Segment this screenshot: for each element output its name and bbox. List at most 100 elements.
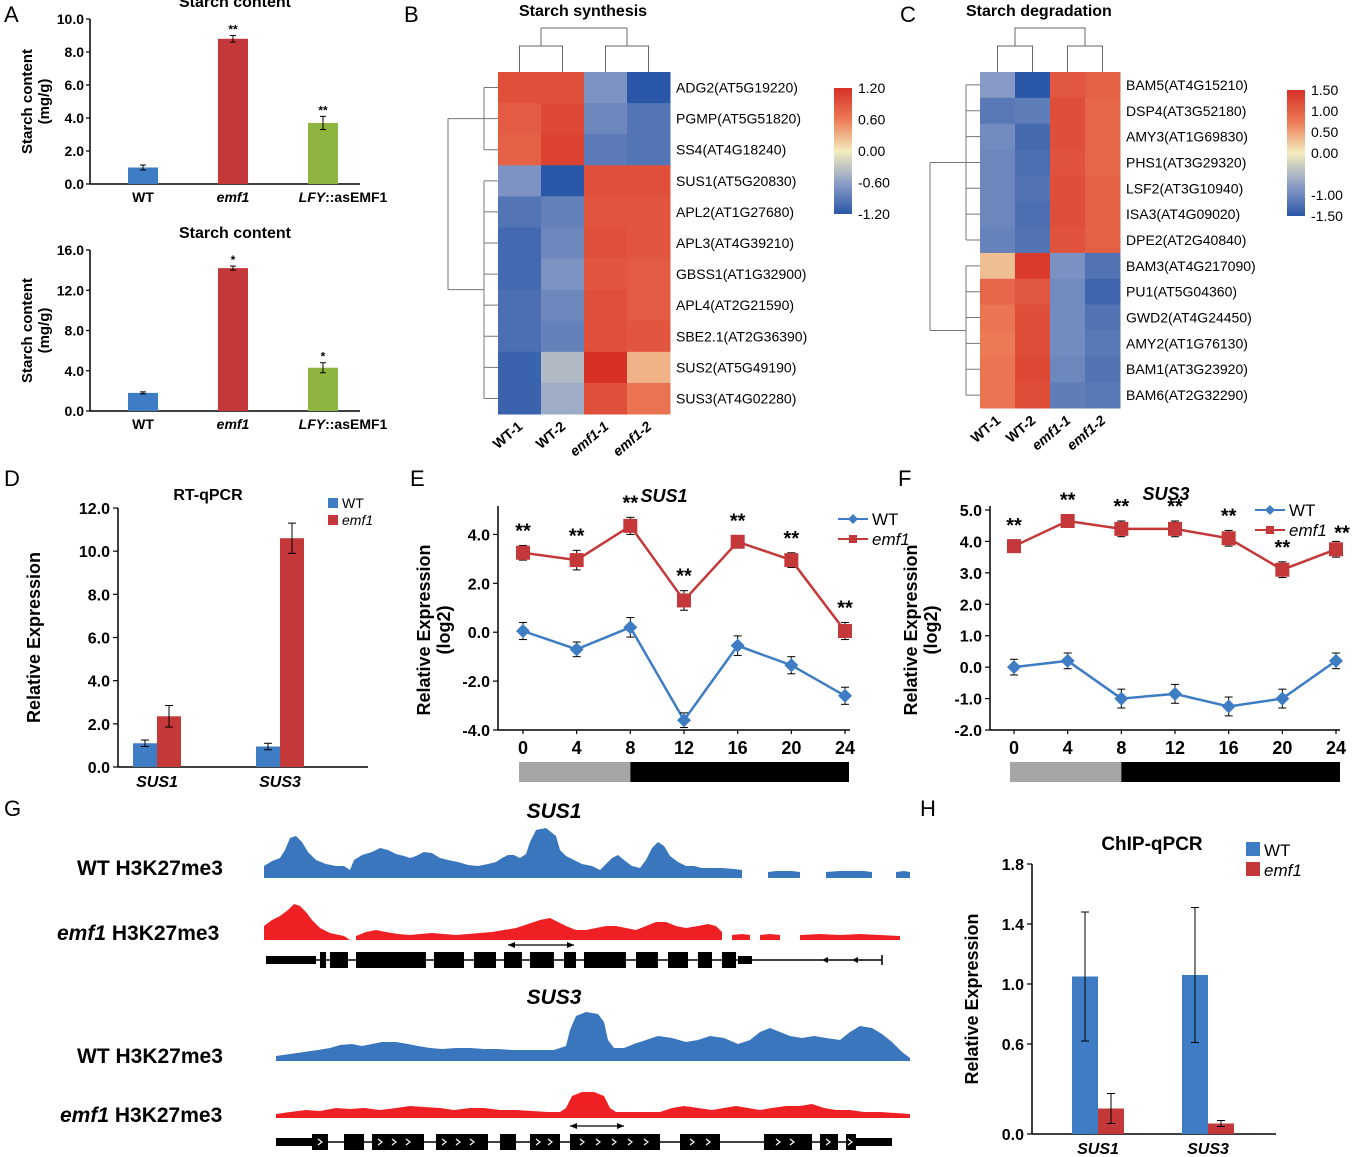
heatmap-cell [1050,149,1086,176]
series-line-wt [522,625,846,723]
panel-letter-f: F [898,466,911,491]
chart-title: SUS1 [640,486,687,506]
chart-e-sus1-expression: SUS1 -4.0 -2.0 0.0 2.0 4.0 0 4 8 12 16 20 24 Relative… [414,486,910,782]
marker-square [1007,539,1021,554]
heatmap-cell [541,382,585,415]
x-tick-label: WT [132,189,154,205]
heatmap-cell [1085,304,1121,331]
significance-mark: ** [730,511,746,533]
x-tick-label-part1: LFY [299,416,327,432]
y-tick-label: 0.0 [88,760,110,777]
heatmap-cell [627,165,671,197]
marker-diamond [516,624,530,638]
heatmap-cell [584,227,628,260]
row-label: GWD2(AT4G24450) [1126,310,1252,326]
marker-square [1114,521,1129,536]
heatmap-cell [1015,382,1051,409]
row-label: SBE2.1(AT2G36390) [676,328,807,344]
heatmap-cell [498,227,542,260]
x-tick-label: emf1 [217,416,250,432]
row-dendrogram [929,84,980,396]
marker-square [1221,531,1236,546]
x-tick-label: 4 [572,738,582,758]
row-label: BAM5(AT4G15210) [1126,77,1248,93]
marker-square [1168,521,1182,536]
chart-h-chip-qpcr: ChIP-qPCR 0.0 0.6 1.0 1.4 1.8 Relative Express… [962,834,1302,1157]
heatmap-cell [627,258,671,291]
y-tick-label: -2.0 [954,723,982,740]
bar-lfyasemf1 [308,367,338,411]
track-sus1-wt-label: WT H3K27me3 [77,857,223,880]
dark-period-bar [1121,762,1340,782]
heatmap-cell [498,382,542,415]
column-label: emf1-1 [567,418,612,459]
bar-emf1-sus3 [280,538,304,767]
heatmap-cell [1085,356,1121,383]
panel-letter-g: G [4,796,21,821]
heatmap-cell [980,201,1016,228]
marker-diamond [838,688,852,703]
heatmap-cell [627,227,671,260]
x-tick-label: SUS1 [1077,1141,1119,1157]
y-tick-label: 12.0 [57,282,84,298]
y-tick-label: 10.0 [79,544,110,561]
chart-f-sus3-expression: SUS3 -2.0 -1.0 0.0 1.0 2.0 3.0 4.0 5.0 0 4 8 12 16 20 2… [901,484,1350,782]
heatmap-cell [980,149,1016,176]
y-axis-label: Starch content(mg/g) [19,278,53,383]
column-dendrogram [519,27,649,72]
x-tick-label: 8 [1116,738,1126,758]
legend-label-wt: WT [1264,841,1290,860]
marker-diamond [569,642,584,657]
significance-mark: ** [515,520,531,542]
heatmap-cell [1015,304,1051,331]
heatmap-cell [627,103,671,135]
y-tick-label: 1.0 [1002,977,1024,994]
heatmap-cell [1015,330,1051,357]
heatmap-cell [541,351,585,384]
chart-title: Starch content [179,225,292,242]
chart-a2-starch-content: Starch content 0.0 4.0 8.0 12.0 16.0 Starch co… [19,225,388,432]
y-tick-label: -1.0 [954,692,982,709]
x-tick-label: 0 [1009,738,1019,758]
y-tick-label: 0.6 [1002,1037,1024,1054]
marker-square [1060,514,1075,528]
heatmap-cell [980,356,1016,383]
significance-mark: ** [569,525,585,547]
light-period-bar [519,762,631,782]
panel-letter-c: C [900,2,916,27]
legend-marker-emf1 [1266,526,1274,534]
y-tick-label: 8.0 [88,587,110,604]
heatmap-cell [980,123,1016,151]
significance-mark: ** [1275,537,1291,559]
column-label: emf1-2 [610,418,655,459]
y-tick-label: 1.4 [1002,917,1024,934]
panel-letter-a: A [4,2,19,27]
bar-wt [128,392,158,411]
y-tick-label: 4.0 [65,363,85,379]
significance-mark: ** [1167,496,1183,518]
row-label: PU1(AT5G04360) [1126,284,1237,300]
chart-d-rt-qpcr: RT-qPCR 0.0 2.0 4.0 6.0 8.0 10.0 12.0 Relative E… [24,487,373,791]
bar-lfyasemf1 [308,122,338,184]
row-label: APL3(AT4G39210) [676,235,794,251]
heatmap-cell [1050,356,1086,383]
heatmap-cell [1085,278,1121,306]
color-scale-bar [834,88,852,214]
heatmap-cell [627,196,671,228]
y-tick-label: 5.0 [960,503,982,520]
bar-wt [128,167,158,184]
bar-emf1 [218,268,248,411]
heatmap-cell [541,227,585,260]
heatmap-cell [627,351,671,384]
x-tick-label: 24 [835,738,855,758]
marker-diamond [1168,686,1182,701]
marker-square [677,593,691,608]
heatmap-cell [498,103,542,135]
sus3-gene-model [276,1123,892,1150]
heatmap-cell [584,258,628,291]
significance-mark: ** [1060,490,1076,512]
heatmap-cell [541,320,585,353]
x-tick-label: 0 [518,738,528,758]
track-sus1-title: SUS1 [527,800,582,823]
significance-mark: ** [1006,515,1022,537]
